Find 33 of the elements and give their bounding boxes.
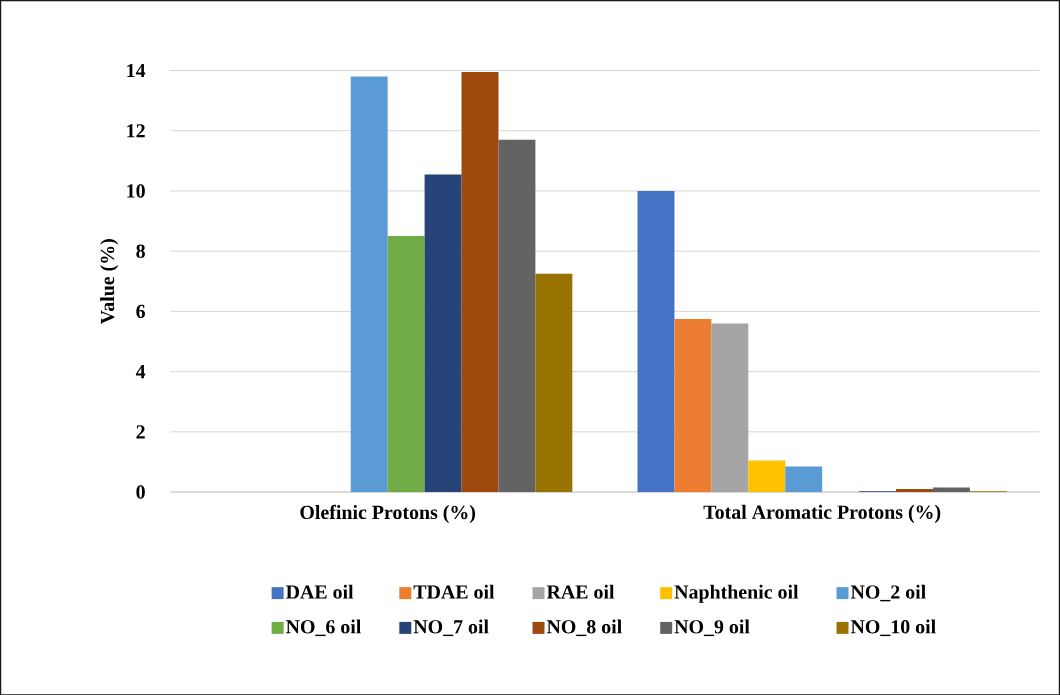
legend-label: Naphthenic oil	[674, 584, 799, 603]
bar	[424, 174, 462, 492]
legend-label: NO_7 oil	[413, 619, 489, 636]
bar	[785, 466, 823, 492]
bar	[535, 273, 573, 492]
legend-label: NO_2 oil	[850, 584, 926, 602]
bar	[461, 71, 499, 492]
legend-label: NO_6 oil	[286, 619, 361, 636]
legend-label: DAE oil	[285, 584, 354, 599]
bar	[674, 318, 712, 492]
legend-label: NO_10 oil	[850, 619, 936, 636]
bar	[637, 190, 675, 492]
y-tick-label: 10	[127, 184, 145, 198]
y-tick-label: 2	[136, 425, 145, 439]
y-tick-label: 14	[127, 63, 146, 77]
x-tick-label: Total Aromatic Protons (%)	[703, 504, 941, 523]
bar	[711, 323, 749, 492]
legend-label: RAE oil	[546, 584, 615, 599]
y-tick-label: 12	[127, 123, 145, 138]
bar	[748, 460, 786, 492]
legend-label: NO_9 oil	[674, 619, 750, 636]
legend-label: TDAE oil	[413, 584, 495, 599]
y-axis-title: Value (%)	[100, 238, 119, 324]
y-tick-label: 8	[136, 244, 145, 258]
y-tick-label: 6	[136, 304, 146, 318]
y-tick-label: 4	[135, 364, 146, 378]
x-tick-label: Olefinic Protons (%)	[300, 504, 476, 523]
y-tick-label: 0	[136, 485, 145, 499]
bar	[498, 139, 536, 492]
bar	[350, 76, 388, 492]
bar	[896, 488, 933, 492]
bar	[387, 235, 425, 492]
legend-label: NO_8 oil	[546, 619, 622, 636]
